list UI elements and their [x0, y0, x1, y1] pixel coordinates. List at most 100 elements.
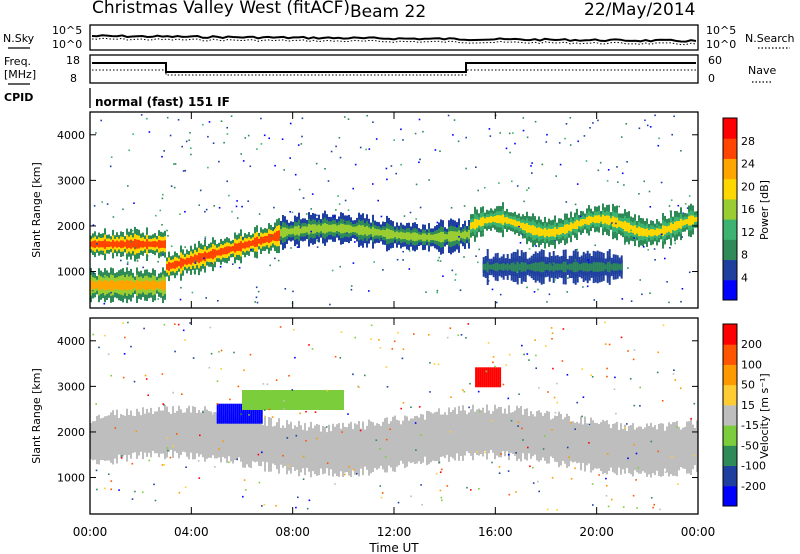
velocity-mark — [312, 390, 314, 410]
power-mark — [664, 225, 666, 235]
power-mark — [551, 264, 554, 266]
velocity-mark — [168, 412, 170, 452]
velocity-mark — [556, 382, 558, 385]
power-mark — [682, 212, 684, 214]
velocity-mark — [314, 425, 316, 475]
power-mark — [184, 259, 186, 265]
power-mark — [305, 213, 308, 215]
velocity-mark — [272, 390, 274, 410]
velocity-mark — [523, 353, 525, 356]
power-mark — [439, 150, 441, 152]
power-mark — [360, 225, 362, 235]
velocity-mark — [292, 428, 294, 467]
velocity-mark — [344, 473, 346, 476]
power-mark — [505, 147, 508, 150]
velocity-mark — [334, 483, 336, 485]
velocity-mark — [218, 403, 221, 424]
power-mark — [162, 279, 164, 291]
power-mark — [587, 259, 589, 261]
velocity-mark — [297, 496, 299, 499]
velocity-mark — [556, 416, 558, 463]
power-mark — [207, 135, 209, 138]
velocity-mark — [632, 423, 634, 477]
velocity-mark — [182, 329, 185, 332]
power-mark — [247, 134, 250, 137]
velocity-mark — [184, 486, 187, 489]
power-mark — [490, 216, 492, 223]
power-mark — [436, 291, 438, 294]
velocity-mark — [482, 407, 484, 457]
power-mark — [498, 264, 501, 270]
power-mark — [248, 240, 250, 248]
velocity-mark — [517, 421, 520, 424]
power-mark — [332, 224, 334, 233]
power-mark — [330, 150, 333, 153]
velocity-mark — [244, 412, 246, 468]
velocity-mark — [591, 443, 593, 445]
velocity-mark — [498, 466, 501, 468]
velocity-mark — [98, 414, 100, 465]
velocity-mark — [469, 382, 471, 385]
power-mark — [494, 216, 496, 223]
power-mark — [465, 136, 467, 139]
power-mark — [128, 280, 130, 290]
power-mark — [516, 185, 519, 187]
power-ytick-label: 4000 — [57, 129, 85, 142]
power-mark — [526, 189, 528, 191]
velocity-mark — [338, 390, 340, 410]
velocity-mark — [396, 419, 398, 467]
velocity-mark — [287, 465, 290, 467]
power-mark — [255, 286, 258, 289]
power-mark — [630, 229, 632, 232]
power-mark — [160, 281, 162, 289]
power-mark — [641, 293, 643, 296]
power-mark — [103, 276, 106, 279]
power-mark — [670, 199, 673, 201]
power-mark — [142, 266, 144, 269]
power-mark — [161, 155, 163, 158]
velocity-mark — [475, 367, 478, 388]
velocity-mark — [242, 390, 244, 410]
velocity-mark — [550, 327, 553, 329]
power-mark — [368, 290, 370, 292]
power-mark — [268, 137, 270, 140]
power-mark — [318, 224, 320, 233]
velocity-mark — [346, 427, 348, 472]
velocity-mark — [693, 402, 696, 405]
velocity-mark — [424, 419, 426, 457]
velocity-mark — [466, 414, 468, 452]
power-mark — [268, 233, 270, 243]
velocity-mark — [352, 468, 355, 471]
power-mark — [612, 204, 614, 207]
velocity-mark — [606, 420, 608, 475]
velocity-mark — [389, 428, 391, 430]
velocity-mark — [290, 390, 292, 410]
velocity-mark — [164, 404, 166, 460]
power-mark — [188, 257, 190, 264]
velocity-mark — [242, 403, 245, 424]
power-mark — [496, 215, 498, 223]
velocity-mark — [441, 468, 443, 471]
power-mark — [660, 228, 662, 234]
power-mark — [607, 210, 610, 212]
power-mark — [163, 150, 165, 152]
velocity-mark — [400, 407, 402, 410]
velocity-mark — [359, 429, 362, 432]
power-mark — [532, 263, 535, 271]
power-mark — [333, 215, 336, 218]
velocity-mark — [338, 423, 340, 477]
velocity-mark — [326, 389, 329, 392]
power-mark — [182, 258, 184, 267]
power-mark — [263, 134, 266, 137]
power-mark — [577, 140, 579, 143]
power-mark — [94, 240, 96, 248]
velocity-mark — [508, 493, 511, 496]
velocity-mark — [163, 324, 166, 326]
freq-left-tick-bottom: 8 — [70, 72, 77, 85]
velocity-mark — [428, 334, 430, 336]
power-mark — [558, 142, 561, 144]
velocity-mark — [356, 424, 358, 474]
power-mark — [255, 296, 258, 299]
power-mark — [580, 263, 583, 271]
